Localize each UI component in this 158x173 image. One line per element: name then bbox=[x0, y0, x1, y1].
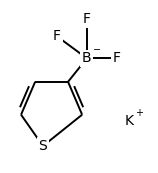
Text: F: F bbox=[113, 51, 121, 65]
Text: +: + bbox=[135, 108, 143, 118]
Text: S: S bbox=[39, 139, 47, 153]
Text: K: K bbox=[125, 114, 134, 128]
Text: −: − bbox=[93, 45, 101, 56]
Text: B: B bbox=[82, 51, 92, 65]
Text: F: F bbox=[83, 12, 91, 26]
Text: F: F bbox=[53, 29, 61, 43]
